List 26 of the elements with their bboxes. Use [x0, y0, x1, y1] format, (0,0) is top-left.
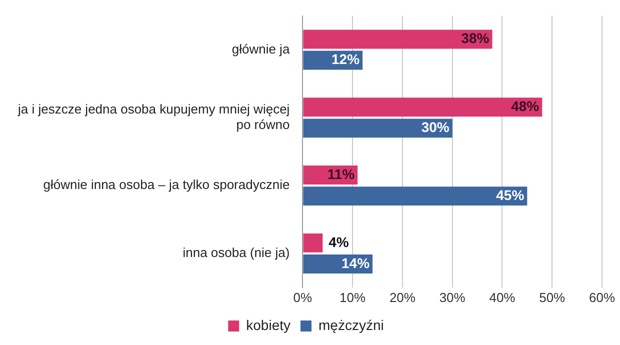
x-tick-label: 0% — [293, 290, 313, 305]
legend-label: mężczyźni — [318, 316, 384, 333]
data-label: 12% — [332, 51, 360, 68]
x-tick-label: 20% — [389, 290, 416, 305]
y-tick-label: głównie ja — [232, 41, 290, 56]
x-tick-label: 10% — [340, 290, 366, 305]
bar — [303, 118, 452, 138]
x-tick-label: 50% — [539, 290, 566, 305]
bar — [303, 186, 528, 206]
bar — [303, 30, 492, 49]
y-tick-label: głównie inna osoba – ja tylko sporadycznie — [43, 177, 290, 192]
data-label: 4% — [328, 234, 350, 250]
data-label: 38% — [461, 30, 490, 46]
bar — [303, 233, 323, 252]
data-label: 48% — [511, 98, 540, 114]
bar — [303, 98, 542, 117]
x-tick-label: 30% — [439, 290, 466, 305]
x-tick-label: 40% — [489, 290, 516, 305]
data-label: 45% — [496, 186, 525, 203]
y-tick-label: inna osoba (nie ja) — [182, 245, 290, 260]
data-label: 11% — [327, 166, 356, 182]
x-tick-label: 60% — [588, 290, 616, 305]
data-label: 14% — [342, 254, 370, 271]
data-label: 30% — [421, 119, 450, 136]
y-tick-label: ja i jeszcze jedna osoba kupujemy mniej więcej po równo — [16, 101, 290, 132]
legend-label: kobiety — [246, 316, 291, 333]
